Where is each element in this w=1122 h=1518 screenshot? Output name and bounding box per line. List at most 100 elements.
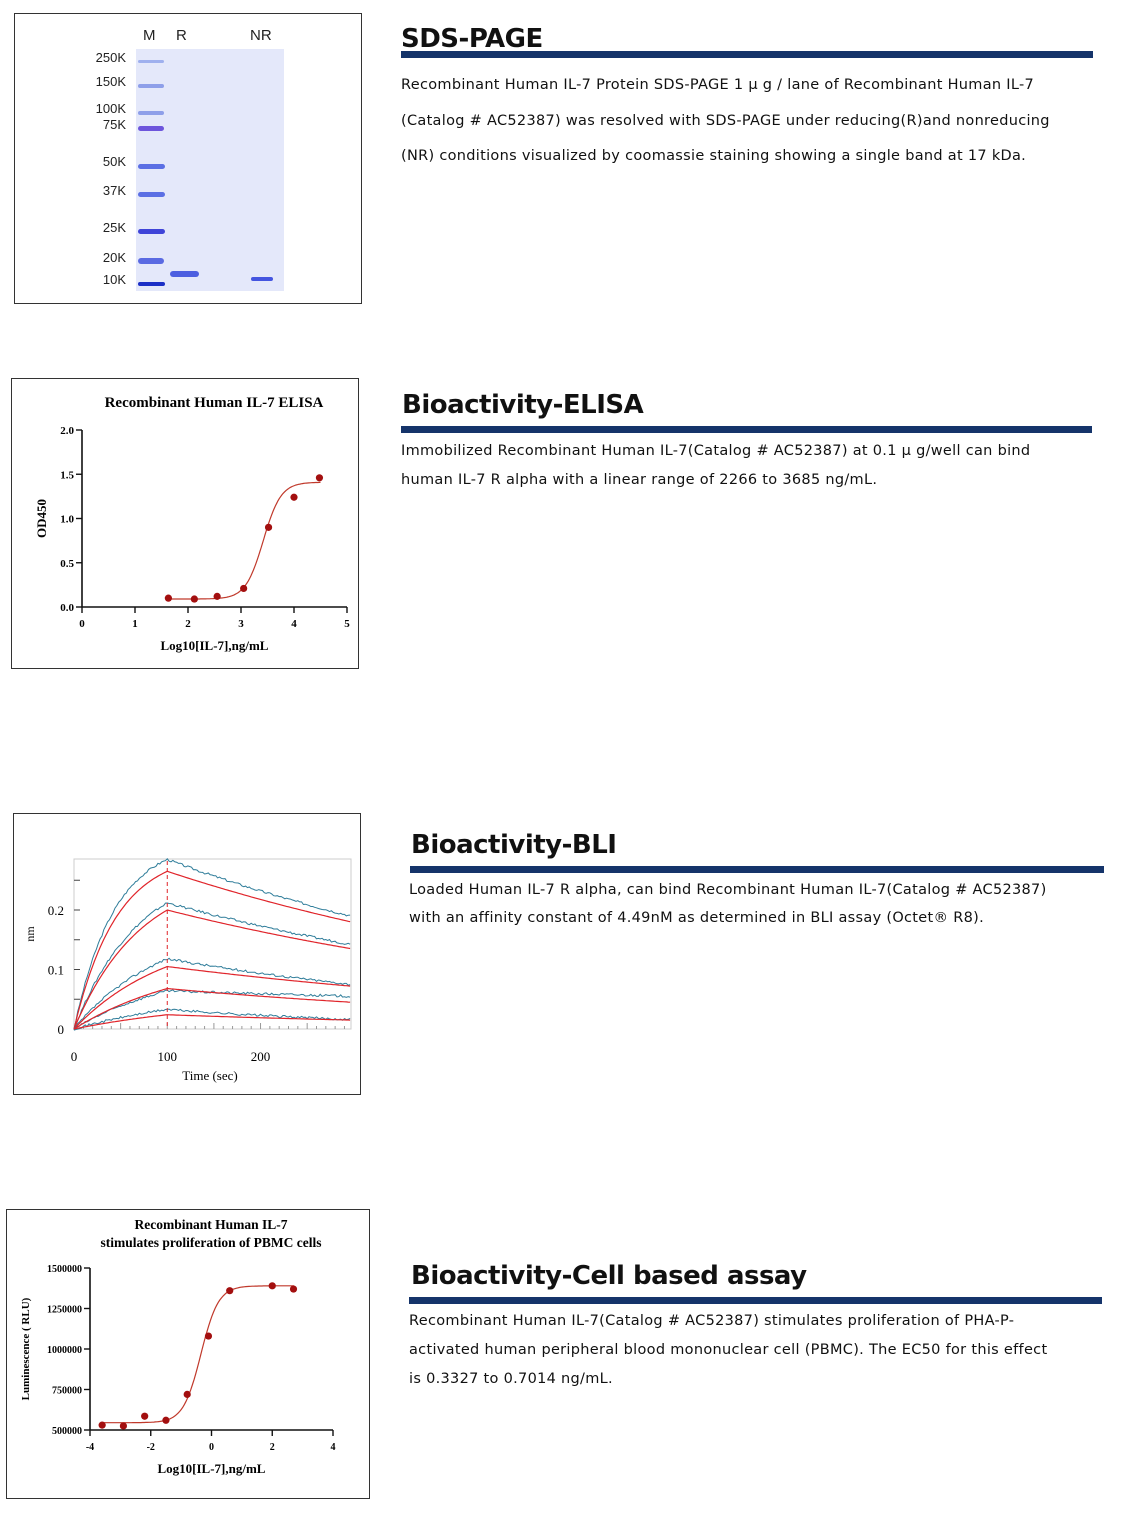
data-point [264,523,273,531]
y-tick-label: 1000000 [47,1345,82,1356]
data-point [119,1422,128,1430]
data-point [213,592,221,600]
y-tick-label: 0.5 [60,558,74,570]
fit-curve [165,481,321,600]
chart-subtitle: stimulates proliferation of PBMC cells [101,1235,322,1250]
marker-75k: 75K [102,117,126,132]
data-point [183,1390,191,1398]
text-line: Immobilized Recombinant Human IL-7(Catal… [401,443,1031,459]
y-axis-label: nm [23,926,37,942]
data-point [141,1412,149,1420]
x-tick-label: 4 [331,1442,336,1453]
data-point [289,1285,298,1293]
x-axis-label: Log10[IL-7],ng/mL [161,638,269,653]
data-point [226,1287,234,1295]
elisa-heading: Bioactivity-ELISA [402,390,644,420]
elisa-description: Immobilized Recombinant Human IL-7(Catal… [401,437,1091,495]
sds-page-heading-bar [401,51,1093,58]
elisa-chart-figure: Recombinant Human IL-7 ELISA 0 1 2 3 4 5 0.0 0.5… [11,378,359,669]
x-axis-label: Time (sec) [182,1068,238,1083]
bli-heading: Bioactivity-BLI [411,830,617,860]
measured-curve-conc-1 [73,858,351,1030]
sds-page-description: Recombinant Human IL-7 Protein SDS-PAGE … [401,68,1091,175]
bli-chart: 0 0.1 0.2 0 100 200 Time (sec) nm [23,858,352,1083]
marker-37k: 37K [102,183,126,198]
y-tick-label: 0.0 [60,602,74,614]
measured-curve-conc-3 [73,957,351,1029]
marker-50k: 50K [102,154,126,169]
x-tick-label: -2 [147,1442,155,1453]
cell-assay-heading: Bioactivity-Cell based assay [411,1261,807,1291]
lane-label-m: M [143,27,156,44]
data-point [268,1282,276,1290]
cell-assay-chart: Recombinant Human IL-7 stimulates prolife… [20,1217,336,1476]
bli-heading-bar [410,866,1104,873]
y-tick-label: 0.1 [48,963,64,978]
fit-curve-conc-1 [73,870,351,1030]
y-tick-label: 500000 [52,1426,82,1437]
measured-curve-conc-5 [73,1008,351,1031]
chart-title: Recombinant Human IL-7 [134,1217,287,1232]
data-point [164,594,172,602]
x-tick-label: 0 [79,618,85,630]
sds-page-gel-figure: M R NR 250K 150K 100K 75K 50K 37K 25K 20… [14,13,362,304]
measured-curve-conc-4 [73,989,351,1030]
x-tick-label: 2 [270,1442,275,1453]
x-tick-label: -4 [86,1442,94,1453]
data-point [162,1416,170,1424]
chart-title: Recombinant Human IL-7 ELISA [105,395,324,411]
x-tick-label: 0 [71,1049,78,1064]
y-axis-label: OD450 [34,499,49,538]
x-tick-label: 4 [291,618,297,630]
marker-150k: 150K [95,74,126,89]
x-tick-label: 2 [185,618,191,630]
x-axis-label: Log10[IL-7],ng/mL [158,1461,266,1476]
cell-assay-chart-figure: Recombinant Human IL-7 stimulates prolife… [6,1209,370,1499]
marker-10k: 10K [102,272,126,287]
y-tick-label: 0 [58,1022,65,1037]
data-point [98,1421,106,1429]
data-point [315,474,324,482]
x-tick-label: 5 [344,618,350,630]
gel-image [136,49,284,291]
y-axis-label: Luminescence ( RLU) [20,1297,32,1400]
y-tick-label: 1250000 [47,1305,82,1316]
y-tick-label: 1.5 [60,469,74,481]
bli-chart-figure: 0 0.1 0.2 0 100 200 Time (sec) nm [13,813,361,1095]
text-line: with an affinity constant of 4.49nM as d… [409,910,984,926]
data-point [240,584,248,593]
text-line: Loaded Human IL-7 R alpha, can bind Reco… [409,882,1047,898]
bli-description: Loaded Human IL-7 R alpha, can bind Reco… [409,876,1099,932]
text-line: is 0.3327 to 0.7014 ng/mL. [409,1371,613,1387]
text-line: human IL-7 R alpha with a linear range o… [401,472,878,488]
cell-assay-heading-bar [409,1297,1102,1304]
x-tick-label: 100 [158,1049,178,1064]
lane-label-r: R [176,27,187,44]
marker-20k: 20K [102,250,126,265]
y-tick-label: 2.0 [60,425,74,437]
x-tick-label: 200 [251,1049,271,1064]
cell-assay-description: Recombinant Human IL-7(Catalog # AC52387… [409,1307,1102,1394]
text-line: (Catalog # AC52387) was resolved with SD… [401,112,1050,129]
text-line: Recombinant Human IL-7(Catalog # AC52387… [409,1313,1015,1329]
fit-curve-conc-5 [73,1014,351,1030]
x-tick-label: 1 [132,618,138,630]
plot-frame [73,858,352,1030]
text-line: (NR) conditions visualized by coomassie … [401,148,1027,164]
text-line: Recombinant Human IL-7 Protein SDS-PAGE … [401,77,1035,93]
x-tick-label: 0 [209,1442,214,1453]
sds-page-heading: SDS-PAGE [401,24,543,54]
fit-curve [100,1285,295,1424]
y-tick-label: 750000 [52,1386,82,1397]
text-line: activated human peripheral blood mononuc… [409,1342,1048,1358]
fit-curve-conc-4 [73,987,351,1030]
marker-100k: 100K [95,101,126,116]
data-point [190,595,198,603]
elisa-heading-bar [401,426,1092,433]
y-tick-label: 0.2 [48,903,64,918]
data-point [290,493,298,501]
measured-curve-conc-2 [73,902,351,1031]
y-tick-label: 1.0 [60,514,74,526]
lane-label-nr: NR [250,27,272,44]
marker-25k: 25K [102,220,126,235]
